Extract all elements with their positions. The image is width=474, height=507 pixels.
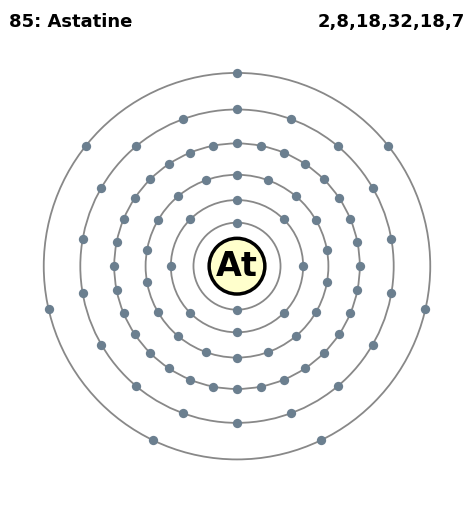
Point bbox=[384, 141, 392, 150]
Point bbox=[317, 436, 325, 444]
Point bbox=[300, 262, 307, 270]
Point bbox=[346, 215, 354, 223]
Point bbox=[79, 235, 86, 243]
Point bbox=[233, 385, 241, 393]
Point bbox=[233, 139, 241, 148]
Point bbox=[180, 409, 187, 417]
Point bbox=[133, 382, 140, 390]
Point bbox=[301, 364, 309, 372]
Point bbox=[233, 306, 241, 314]
Point bbox=[257, 142, 265, 150]
Point bbox=[154, 308, 162, 316]
Point bbox=[165, 364, 173, 372]
Point bbox=[149, 436, 157, 444]
Point bbox=[233, 105, 241, 114]
Point bbox=[98, 341, 105, 349]
Point bbox=[233, 328, 241, 336]
Point bbox=[312, 216, 320, 225]
Circle shape bbox=[209, 238, 265, 294]
Point bbox=[131, 331, 139, 339]
Text: At: At bbox=[216, 249, 258, 283]
Point bbox=[131, 194, 139, 202]
Point bbox=[143, 278, 151, 286]
Point bbox=[120, 309, 128, 317]
Point bbox=[257, 382, 265, 390]
Point bbox=[320, 175, 328, 184]
Point bbox=[388, 289, 395, 298]
Point bbox=[292, 192, 300, 200]
Point bbox=[320, 349, 328, 357]
Point bbox=[264, 176, 272, 185]
Point bbox=[79, 289, 86, 298]
Point bbox=[280, 149, 288, 157]
Point bbox=[174, 192, 182, 200]
Point bbox=[335, 331, 343, 339]
Point bbox=[113, 286, 120, 294]
Point bbox=[334, 142, 341, 150]
Point bbox=[287, 409, 294, 417]
Point bbox=[186, 149, 194, 157]
Point bbox=[292, 332, 300, 340]
Point bbox=[133, 142, 140, 150]
Point bbox=[233, 171, 241, 179]
Point bbox=[82, 141, 90, 150]
Point bbox=[165, 160, 173, 168]
Point bbox=[233, 419, 241, 427]
Text: 85: Astatine: 85: Astatine bbox=[9, 13, 133, 31]
Point bbox=[167, 262, 174, 270]
Point bbox=[110, 262, 118, 270]
Point bbox=[186, 309, 194, 317]
Point bbox=[154, 216, 162, 225]
Point bbox=[186, 215, 194, 224]
Point bbox=[354, 286, 361, 294]
Point bbox=[356, 262, 364, 270]
Point bbox=[180, 115, 187, 123]
Point bbox=[369, 341, 376, 349]
Point bbox=[280, 215, 288, 224]
Point bbox=[346, 309, 354, 317]
Point bbox=[174, 332, 182, 340]
Point bbox=[233, 196, 241, 204]
Point bbox=[280, 376, 288, 384]
Point bbox=[98, 184, 105, 192]
Point bbox=[354, 238, 361, 246]
Point bbox=[280, 309, 288, 317]
Point bbox=[312, 308, 320, 316]
Point bbox=[146, 175, 154, 184]
Point bbox=[388, 235, 395, 243]
Point bbox=[143, 246, 151, 255]
Point bbox=[287, 115, 294, 123]
Point bbox=[334, 382, 341, 390]
Point bbox=[233, 219, 241, 227]
Point bbox=[421, 305, 429, 313]
Point bbox=[233, 69, 241, 77]
Point bbox=[113, 238, 120, 246]
Point bbox=[323, 278, 331, 286]
Point bbox=[264, 348, 272, 356]
Point bbox=[186, 376, 194, 384]
Point bbox=[202, 176, 210, 185]
Point bbox=[335, 194, 343, 202]
Point bbox=[146, 349, 154, 357]
Point bbox=[301, 160, 309, 168]
Point bbox=[209, 382, 217, 390]
Point bbox=[202, 348, 210, 356]
Point bbox=[233, 353, 241, 361]
Point bbox=[369, 184, 376, 192]
Point bbox=[323, 246, 331, 255]
Point bbox=[120, 215, 128, 223]
Point bbox=[45, 305, 53, 313]
Text: 2,8,18,32,18,7: 2,8,18,32,18,7 bbox=[317, 13, 465, 31]
Point bbox=[209, 142, 217, 150]
